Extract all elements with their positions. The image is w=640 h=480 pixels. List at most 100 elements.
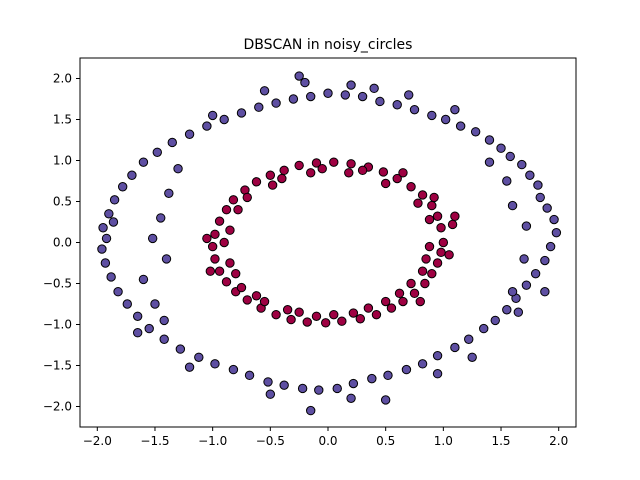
data-point	[409, 104, 420, 115]
data-point	[392, 100, 402, 110]
data-point	[505, 151, 515, 162]
data-point	[367, 373, 377, 384]
data-point	[337, 316, 347, 326]
data-point	[432, 369, 443, 379]
data-point	[517, 159, 527, 170]
data-point	[221, 277, 232, 287]
data-point	[484, 135, 495, 145]
data-point	[294, 160, 304, 171]
data-point	[440, 114, 451, 125]
data-point	[233, 205, 243, 215]
x-tick-label: −2.0	[83, 434, 112, 448]
data-point	[207, 110, 218, 121]
data-point	[348, 308, 359, 318]
data-point	[210, 254, 220, 264]
data-point	[540, 287, 550, 297]
data-point	[533, 180, 543, 190]
y-tick-label: 0.5	[53, 195, 72, 209]
data-point	[450, 211, 460, 221]
data-point	[464, 334, 474, 344]
data-point	[108, 217, 119, 227]
data-point	[332, 383, 342, 394]
data-point	[513, 307, 524, 317]
data-point	[214, 216, 225, 226]
data-point	[294, 71, 304, 81]
data-point	[152, 147, 162, 158]
data-point	[383, 370, 393, 381]
data-point	[210, 359, 220, 369]
data-point	[277, 173, 287, 184]
data-point	[450, 342, 460, 353]
data-point	[519, 254, 529, 264]
data-point	[357, 165, 368, 176]
data-point	[242, 192, 252, 203]
data-point	[167, 137, 177, 148]
data-point	[429, 192, 439, 203]
x-tick-label: 0.5	[376, 434, 395, 448]
x-tick-label: 2.0	[549, 434, 568, 448]
data-point	[436, 247, 446, 258]
data-point	[225, 225, 235, 235]
data-point	[106, 272, 116, 282]
data-point	[175, 344, 186, 354]
data-point	[413, 198, 423, 208]
data-point	[267, 180, 278, 190]
data-point	[317, 164, 327, 174]
data-point	[450, 104, 460, 115]
scatter-points	[97, 71, 562, 416]
data-point	[271, 309, 281, 320]
data-point	[507, 287, 518, 297]
data-point	[98, 223, 108, 233]
y-tick-label: 0.0	[53, 236, 72, 250]
data-point	[271, 98, 281, 108]
data-point	[540, 255, 550, 266]
y-axis: 2.0 1.5 1.0 0.5 0.0 −0.5 −1.0 −1.5 −2.0	[43, 72, 80, 414]
data-point	[507, 200, 518, 211]
data-point	[184, 129, 195, 139]
data-point	[424, 214, 435, 225]
data-point	[401, 364, 412, 375]
data-point	[432, 258, 443, 268]
x-tick-label: 1.5	[491, 434, 510, 448]
x-tick-label: 1.0	[434, 434, 453, 448]
data-point	[311, 158, 322, 168]
data-point	[282, 305, 293, 315]
data-point	[380, 178, 391, 189]
data-point	[535, 192, 545, 203]
data-point	[346, 80, 356, 90]
data-point	[409, 288, 420, 299]
data-point	[323, 88, 333, 98]
data-point	[286, 314, 296, 325]
data-point	[306, 405, 316, 416]
data-point	[406, 182, 416, 192]
data-point	[205, 266, 216, 276]
data-point	[421, 254, 431, 264]
data-point	[369, 83, 379, 94]
data-point	[104, 209, 114, 219]
data-point	[122, 299, 132, 309]
data-point	[470, 127, 481, 137]
data-point	[207, 241, 218, 252]
data-point	[386, 303, 397, 313]
data-point	[236, 282, 247, 293]
x-tick-label: −1.5	[140, 434, 169, 448]
data-point	[484, 157, 495, 167]
data-point	[214, 266, 225, 276]
data-point	[242, 295, 252, 305]
data-point	[502, 176, 512, 186]
data-point	[378, 167, 389, 177]
data-point	[294, 307, 304, 317]
data-point	[424, 241, 435, 252]
data-point	[427, 268, 437, 279]
data-point	[344, 168, 354, 178]
data-point	[355, 314, 365, 324]
data-point	[398, 168, 408, 178]
data-point	[228, 195, 239, 205]
data-point	[109, 195, 120, 205]
data-point	[380, 296, 391, 307]
data-point	[417, 266, 428, 276]
data-point	[329, 309, 339, 320]
data-point	[117, 182, 128, 192]
